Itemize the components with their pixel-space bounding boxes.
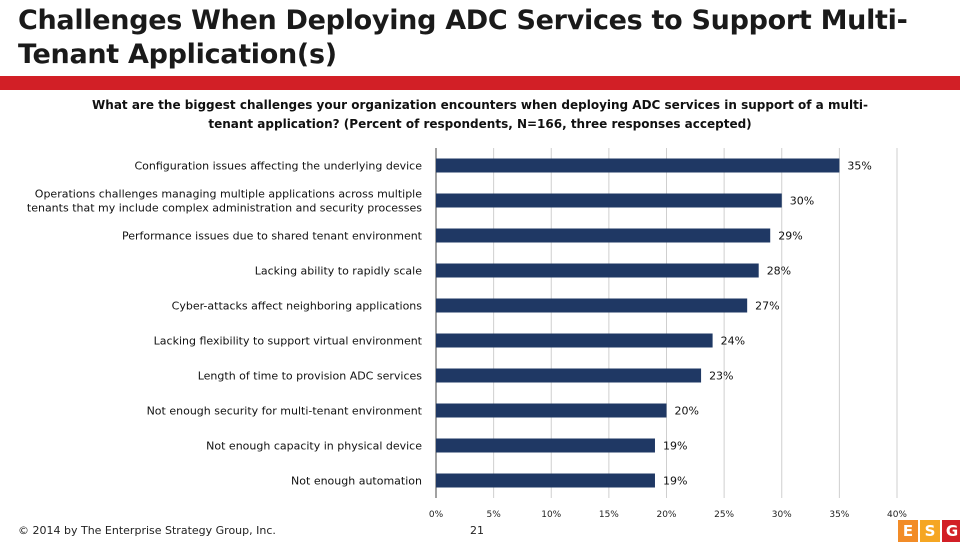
bar-value-label: 19%: [663, 475, 687, 488]
x-tick-label: 25%: [714, 510, 734, 520]
category-label: tenants that my include complex administ…: [27, 202, 422, 215]
logo-letter-g: G: [942, 520, 960, 542]
bar: [436, 403, 667, 418]
chart-question: What are the biggest challenges your org…: [92, 98, 868, 131]
category-label: Not enough capacity in physical device: [206, 440, 422, 453]
category-label: Not enough automation: [291, 475, 422, 488]
x-tick-label: 0%: [429, 510, 444, 520]
bar-value-label: 24%: [721, 335, 745, 348]
bar-value-label: 27%: [755, 300, 779, 313]
title-divider-bar: [0, 76, 960, 90]
bar: [436, 298, 748, 313]
category-label: Not enough security for multi-tenant env…: [147, 405, 423, 418]
bar-value-label: 20%: [675, 405, 699, 418]
category-label: Operations challenges managing multiple …: [35, 188, 422, 201]
x-tick-label: 5%: [486, 510, 501, 520]
category-label: Lacking ability to rapidly scale: [255, 265, 422, 278]
logo-letter-s: S: [920, 520, 940, 542]
bar: [436, 473, 655, 488]
slide-title-line-1: Challenges When Deploying ADC Services t…: [18, 5, 908, 36]
category-label: Lacking flexibility to support virtual e…: [154, 335, 423, 348]
bar: [436, 438, 655, 453]
bar: [436, 263, 759, 278]
bar-value-label: 19%: [663, 440, 687, 453]
bar-value-label: 35%: [847, 160, 871, 173]
bar-value-label: 28%: [767, 265, 791, 278]
bar-value-label: 29%: [778, 230, 802, 243]
bar: [436, 368, 702, 383]
category-label: Cyber-attacks affect neighboring applica…: [172, 300, 423, 313]
bar: [436, 228, 771, 243]
category-label: Length of time to provision ADC services: [198, 370, 423, 383]
category-label: Configuration issues affecting the under…: [134, 160, 422, 173]
logo-letter-e: E: [898, 520, 918, 542]
x-tick-label: 15%: [599, 510, 619, 520]
page-number: 21: [470, 524, 484, 537]
bar-value-label: 30%: [790, 195, 814, 208]
category-label: Performance issues due to shared tenant …: [122, 230, 423, 243]
bar-value-label: 23%: [709, 370, 733, 383]
x-tick-label: 30%: [772, 510, 792, 520]
x-tick-label: 35%: [829, 510, 849, 520]
copyright-footer: © 2014 by The Enterprise Strategy Group,…: [18, 524, 276, 537]
slide-title-line-2: Tenant Application(s): [18, 39, 337, 70]
x-tick-label: 40%: [887, 510, 907, 520]
x-tick-label: 20%: [656, 510, 676, 520]
bar: [436, 193, 782, 208]
slide-title: Challenges When Deploying ADC Services t…: [18, 4, 918, 72]
x-tick-label: 10%: [541, 510, 561, 520]
bar: [436, 333, 713, 348]
esg-logo: E S G: [896, 520, 960, 542]
bar: [436, 158, 840, 173]
